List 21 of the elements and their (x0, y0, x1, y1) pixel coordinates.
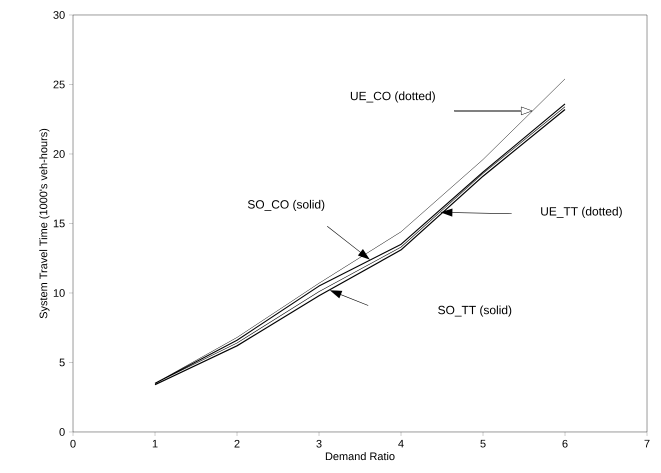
annotation: SO_TT (solid) (438, 305, 512, 317)
x-tick-label: 1 (152, 440, 158, 448)
x-tick-label: 2 (234, 440, 240, 448)
y-tick-label: 25 (54, 80, 65, 88)
x-tick-label: 7 (644, 440, 650, 448)
y-tick-label: 20 (54, 150, 65, 158)
x-tick-label: 5 (480, 440, 486, 448)
annotation: UE_CO (dotted) (350, 91, 435, 103)
y-tick-label: 10 (54, 289, 65, 297)
x-tick-label: 6 (562, 440, 568, 448)
annotation: SO_CO (solid) (248, 200, 324, 211)
y-tick-label: 0 (59, 428, 65, 436)
x-tick-label: 3 (316, 440, 322, 448)
y-axis-title: System Travel Time (1000's veh-hours) (39, 128, 50, 318)
x-axis-title: Demand Ratio (326, 452, 395, 460)
annotation: UE_TT (dotted) (541, 206, 622, 218)
x-tick-label: 0 (70, 440, 76, 448)
y-tick-label: 15 (54, 220, 65, 228)
y-tick-label: 5 (60, 358, 65, 366)
y-tick-label: 30 (53, 11, 65, 19)
x-tick-label: 4 (398, 440, 404, 448)
